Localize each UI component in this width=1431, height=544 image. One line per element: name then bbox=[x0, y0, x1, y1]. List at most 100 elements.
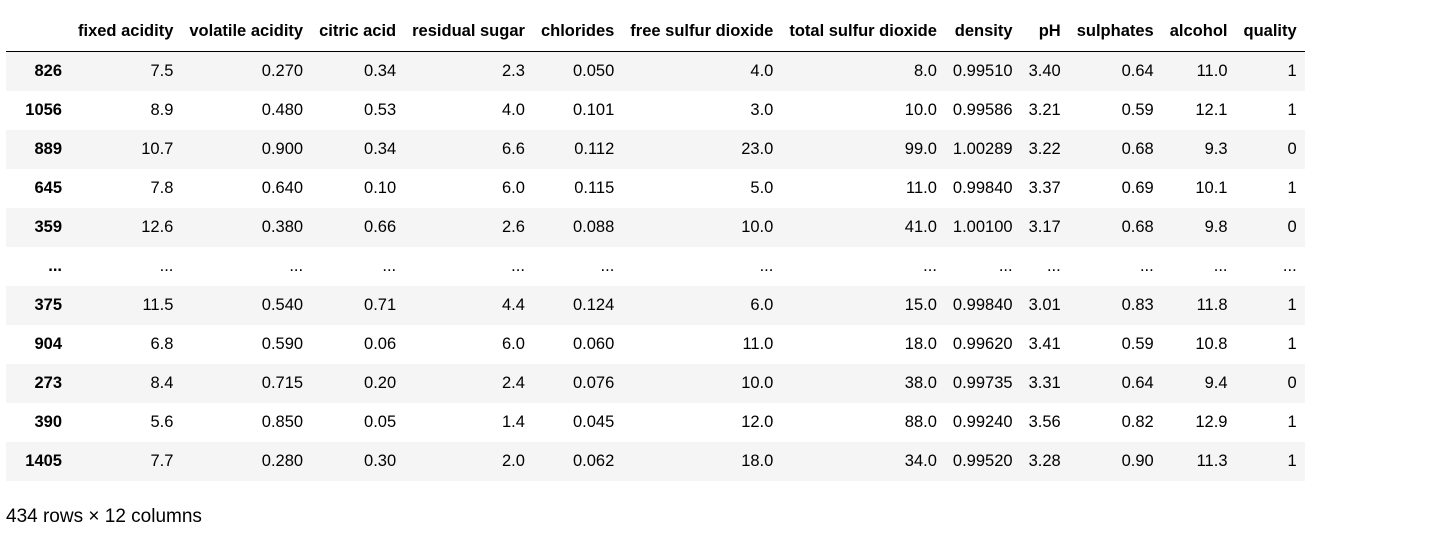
table-cell: ... bbox=[923, 256, 937, 275]
table-cell: 38.0 bbox=[904, 373, 937, 392]
table-cell: 0.68 bbox=[1121, 217, 1154, 236]
table-cell: 0.112 bbox=[574, 139, 615, 158]
table-cell: 2.3 bbox=[502, 61, 525, 80]
table-cell: 0.99586 bbox=[952, 100, 1013, 119]
header-row: fixed acidity volatile acidity citric acid… bbox=[6, 12, 1305, 52]
table-cell: 0.64 bbox=[1121, 373, 1154, 392]
table-cell: 3.31 bbox=[1028, 373, 1061, 392]
table-cell: 0.99840 bbox=[952, 295, 1013, 314]
row-index: 375 bbox=[34, 295, 62, 314]
table-cell: 0.71 bbox=[364, 295, 397, 314]
table-cell: 3.01 bbox=[1028, 295, 1061, 314]
table-cell: 3.41 bbox=[1028, 334, 1061, 353]
column-header: pH bbox=[1020, 12, 1069, 52]
table-cell: 0.30 bbox=[364, 451, 397, 470]
table-cell: 88.0 bbox=[904, 412, 937, 431]
table-cell: 0.06 bbox=[364, 334, 397, 353]
table-cell: ... bbox=[1282, 256, 1297, 275]
table-cell: 9.8 bbox=[1204, 217, 1228, 236]
row-index: 1056 bbox=[25, 100, 62, 119]
table-cell: 3.56 bbox=[1028, 412, 1061, 431]
column-header: fixed acidity bbox=[70, 12, 182, 52]
table-cell: 0 bbox=[1287, 217, 1297, 236]
table-row: 1405 7.7 0.280 0.30 2.0 0.062 18.0 34.0 0.99520 3… bbox=[6, 441, 1305, 481]
table-cell: ... bbox=[1046, 256, 1061, 275]
table-cell: 7.5 bbox=[150, 61, 174, 80]
table-cell: 0.64 bbox=[1121, 61, 1154, 80]
table-cell: 1 bbox=[1287, 178, 1297, 197]
table-cell: 0.124 bbox=[573, 295, 615, 314]
table-cell: 18.0 bbox=[904, 334, 937, 353]
table-cell: 1 bbox=[1287, 334, 1297, 353]
table-cell: 5.0 bbox=[750, 178, 774, 197]
table-cell: 99.0 bbox=[904, 139, 937, 158]
index-header bbox=[6, 12, 70, 52]
table-cell: 2.4 bbox=[502, 373, 525, 392]
row-index: 273 bbox=[34, 373, 62, 392]
table-cell: 0.062 bbox=[573, 451, 615, 470]
table-cell: 0.270 bbox=[261, 61, 304, 80]
row-index: 359 bbox=[34, 217, 62, 236]
table-cell: 0.088 bbox=[573, 217, 615, 236]
table-cell: 3.21 bbox=[1028, 100, 1061, 119]
table-cell: 7.8 bbox=[150, 178, 174, 197]
table-cell: 0.115 bbox=[574, 178, 615, 197]
table-cell: 0.050 bbox=[573, 61, 615, 80]
table-row: ....................................... bbox=[6, 246, 1305, 286]
table-cell: 0.59 bbox=[1121, 100, 1154, 119]
table-cell: 0.850 bbox=[261, 412, 304, 431]
table-cell: 1.00289 bbox=[952, 139, 1013, 158]
table-cell: 0.34 bbox=[364, 139, 397, 158]
table-cell: ... bbox=[600, 256, 615, 275]
table-cell: 1 bbox=[1287, 100, 1297, 119]
table-cell: 1 bbox=[1287, 61, 1297, 80]
column-header: quality bbox=[1235, 12, 1305, 52]
table-cell: 0.99620 bbox=[952, 334, 1013, 353]
table-cell: 10.1 bbox=[1195, 178, 1228, 197]
table-cell: 1 bbox=[1287, 412, 1297, 431]
table-cell: 0.480 bbox=[261, 100, 304, 119]
table-cell: 0.640 bbox=[261, 178, 304, 197]
table-cell: 0.66 bbox=[364, 217, 397, 236]
table-cell: 0.99735 bbox=[952, 373, 1013, 392]
table-cell: 0.380 bbox=[261, 217, 304, 236]
table-cell: 11.0 bbox=[742, 334, 774, 353]
row-index: ... bbox=[48, 256, 62, 275]
table-cell: ... bbox=[159, 256, 174, 275]
table-cell: 0 bbox=[1287, 373, 1297, 392]
table-cell: 11.3 bbox=[1196, 451, 1228, 470]
table-cell: 12.6 bbox=[141, 217, 174, 236]
table-cell: 3.28 bbox=[1028, 451, 1061, 470]
table-cell: 1 bbox=[1287, 451, 1297, 470]
table-cell: 12.1 bbox=[1195, 100, 1228, 119]
table-cell: 1.00100 bbox=[952, 217, 1013, 236]
table-cell: 2.0 bbox=[502, 451, 525, 470]
table-cell: 0.99510 bbox=[952, 61, 1013, 80]
table-cell: 0.83 bbox=[1121, 295, 1154, 314]
table-cell: 4.0 bbox=[502, 100, 525, 119]
table-cell: 0.20 bbox=[364, 373, 397, 392]
table-cell: 4.0 bbox=[750, 61, 774, 80]
column-header: chlorides bbox=[532, 12, 623, 52]
table-cell: 0.90 bbox=[1121, 451, 1154, 470]
table-cell: 4.4 bbox=[502, 295, 525, 314]
table-cell: 3.37 bbox=[1028, 178, 1061, 197]
table-cell: 0.900 bbox=[261, 139, 304, 158]
table-cell: 11.0 bbox=[906, 178, 937, 197]
row-index: 390 bbox=[34, 412, 62, 431]
dataframe-table: fixed acidity volatile acidity citric acid… bbox=[6, 12, 1305, 481]
table-cell: 0.590 bbox=[261, 334, 304, 353]
table-row: 1056 8.9 0.480 0.53 4.0 0.101 3.0 10.0 0.99586 3.… bbox=[6, 90, 1305, 130]
table-row: 645 7.8 0.640 0.10 6.0 0.115 5.0 11.0 0.99840 3.3… bbox=[6, 168, 1305, 208]
table-cell: 3.22 bbox=[1028, 139, 1061, 158]
table-cell: 0.060 bbox=[573, 334, 615, 353]
table-row: 904 6.8 0.590 0.06 6.0 0.060 11.0 18.0 0.99620 3.… bbox=[6, 324, 1305, 364]
column-header: free sulfur dioxide bbox=[622, 12, 782, 52]
table-cell: 6.0 bbox=[502, 334, 525, 353]
table-cell: 0 bbox=[1287, 139, 1297, 158]
table-cell: 11.5 bbox=[142, 295, 174, 314]
column-header: volatile acidity bbox=[181, 12, 312, 52]
table-cell: ... bbox=[1139, 256, 1154, 275]
table-cell: 10.0 bbox=[741, 217, 774, 236]
table-row: 375 11.5 0.540 0.71 4.4 0.124 6.0 15.0 0.99840 3.… bbox=[6, 285, 1305, 325]
